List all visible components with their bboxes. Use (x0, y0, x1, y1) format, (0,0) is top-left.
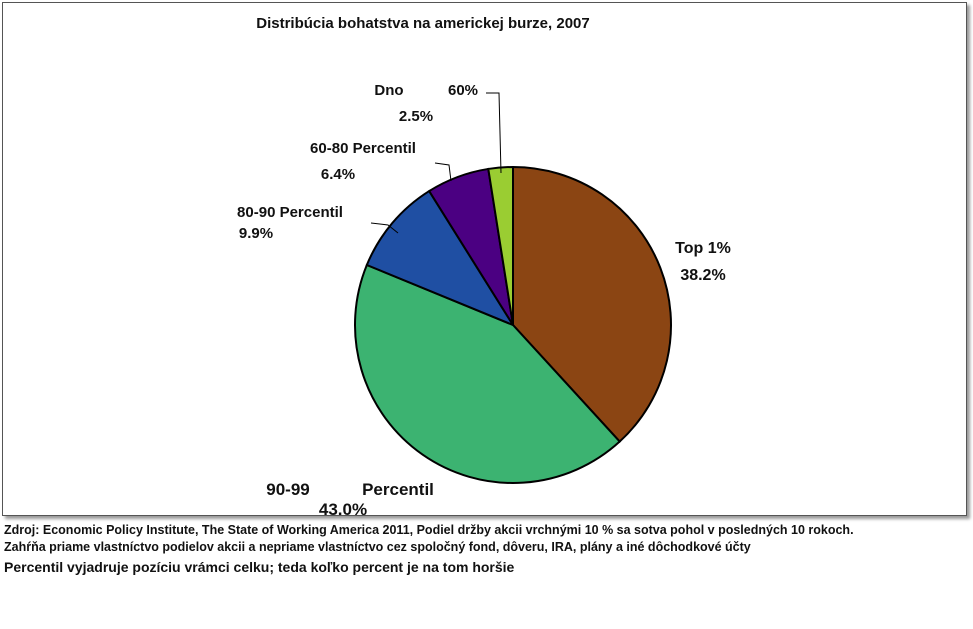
leader-line-4 (486, 92, 502, 174)
pie-slices (354, 165, 672, 484)
source-note: Zdroj: Economic Policy Institute, The St… (4, 523, 854, 537)
chart-title: Distribúcia bohatstva na americkej burze… (256, 15, 589, 32)
leader-line-3 (434, 162, 452, 182)
pie-slice-2 (365, 189, 516, 328)
slice-label-0-name: Top 1% (675, 240, 731, 257)
footnotes: Zdroj: Economic Policy Institute, The St… (4, 522, 966, 578)
leader-lines (370, 92, 502, 234)
pie-chart: Distribúcia bohatstva na americkej burze… (237, 15, 731, 515)
slice-label-4-name2: 60% (448, 82, 478, 99)
leader-line-2 (370, 222, 399, 234)
pie-slice-0 (512, 165, 672, 443)
slice-label-3-name: 60-80 Percentil (310, 140, 416, 157)
chart-frame: Distribúcia bohatstva na americkej burze… (2, 2, 967, 516)
slice-label-2-value: 9.9% (239, 225, 273, 242)
scope-note: Zahŕňa priame vlastníctvo podielov akcii… (4, 540, 751, 554)
slice-label-2-name: 80-90 Percentil (237, 204, 343, 221)
slice-label-4-value: 2.5% (399, 108, 433, 125)
pie-slice-1 (354, 263, 622, 484)
slice-label-1-value: 43.0% (319, 500, 367, 515)
slice-label-3-value: 6.4% (321, 166, 355, 183)
slice-label-1-name2: Percentil (362, 480, 434, 499)
slice-label-0-value: 38.2% (680, 267, 725, 284)
slice-label-4-name: Dno (374, 82, 403, 99)
definition-note: Percentil vyjadruje pozíciu vrámci celku… (4, 559, 515, 575)
slice-label-1-name: 90-99 (266, 480, 309, 499)
